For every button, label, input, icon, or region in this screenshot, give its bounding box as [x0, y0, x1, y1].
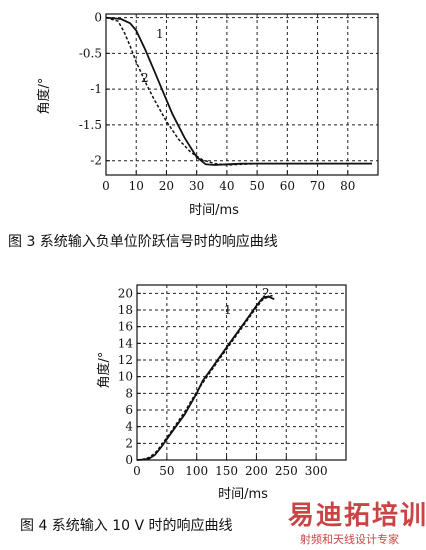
y-tick-label: 2	[125, 436, 133, 450]
x-tick-label: 200	[245, 464, 268, 478]
chart-1-plot-frame	[105, 13, 379, 176]
y-tick-label: 8	[125, 386, 133, 400]
x-tick-label: 50	[159, 464, 174, 478]
y-tick-label: 6	[125, 403, 133, 417]
series-line-1	[105, 16, 372, 166]
y-tick-label: -1.5	[79, 118, 102, 132]
chart-2-y-axis-label: 角度/°	[96, 352, 112, 389]
y-tick-label: 16	[118, 320, 133, 334]
chart-2-series-1-label: 1	[224, 303, 232, 317]
y-tick-label: 0	[94, 11, 102, 25]
chart-2-caption: 图 4 系统输入 10 V 时的响应曲线	[20, 517, 233, 534]
y-tick-label: 14	[118, 336, 134, 350]
y-tick-label: -0.5	[79, 46, 102, 60]
watermark-tagline: 射频和天线设计专家	[300, 532, 399, 546]
chart-1-x-axis-label: 时间/ms	[189, 203, 239, 218]
chart-2-y-ticks: 0 2 4 6 8 10 12 14 16 18 20	[118, 286, 141, 467]
y-tick-label: -2	[90, 154, 102, 168]
x-tick-label: 300	[305, 464, 328, 478]
chart-1: 0 10 20 30 40 50 60 70 80 0 -0.5 -1 -1.5 -2 时间/ms 角度…	[8, 11, 379, 250]
x-tick-label: 30	[189, 179, 204, 193]
chart-1-x-ticks: 0 10 20 30 40 50 60 70 80	[102, 171, 355, 193]
x-tick-label: 10	[129, 179, 144, 193]
y-tick-label: 4	[125, 420, 133, 434]
x-tick-label: 40	[219, 179, 234, 193]
y-tick-label: 10	[118, 370, 133, 384]
x-tick-label: 70	[310, 179, 325, 193]
x-tick-label: 0	[102, 179, 110, 193]
series-line-2	[136, 294, 275, 461]
chart-1-grid	[106, 14, 378, 175]
x-tick-label: 250	[275, 464, 298, 478]
series-line-2	[105, 16, 372, 166]
y-tick-label: 18	[118, 303, 133, 317]
x-tick-label: 0	[133, 464, 141, 478]
chart-2-series-2-label: 2	[262, 286, 270, 300]
series-line-1	[136, 295, 275, 461]
y-tick-label: -1	[90, 82, 102, 96]
chart-2-x-ticks: 0 50 100 150 200 250 300	[133, 456, 328, 478]
x-tick-label: 60	[280, 179, 295, 193]
chart-1-y-ticks: 0 -0.5 -1 -1.5 -2	[79, 11, 110, 168]
chart-1-y-axis-label: 角度/°	[36, 78, 52, 115]
chart-1-caption: 图 3 系统输入负单位阶跃信号时的响应曲线	[8, 233, 278, 250]
chart-2-x-axis-label: 时间/ms	[218, 487, 268, 502]
chart-2-grid	[137, 285, 346, 461]
chart-1-series	[105, 16, 372, 166]
y-tick-label: 20	[118, 286, 133, 300]
chart-2-plot-frame	[136, 284, 347, 461]
x-tick-label: 80	[340, 179, 355, 193]
y-tick-label: 12	[118, 353, 133, 367]
chart-1-series-1-label: 1	[156, 27, 164, 41]
chart-2-series	[136, 294, 275, 461]
watermark-logo: 易迪拓培训	[288, 501, 426, 531]
chart-1-series-2-label: 2	[141, 71, 149, 85]
y-tick-label: 0	[125, 453, 133, 467]
x-tick-label: 150	[215, 464, 238, 478]
x-tick-label: 100	[185, 464, 208, 478]
x-tick-label: 20	[159, 179, 174, 193]
x-tick-label: 50	[249, 179, 264, 193]
